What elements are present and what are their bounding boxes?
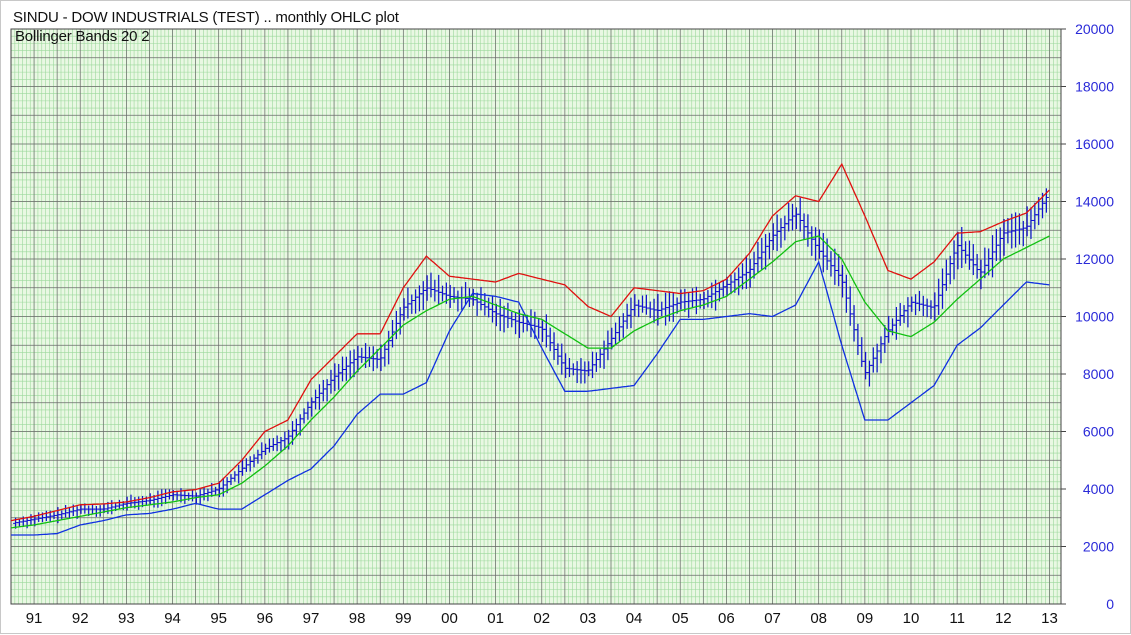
x-tick-label: 10	[903, 610, 920, 627]
x-tick-label: 91	[26, 610, 43, 627]
x-tick-label: 94	[164, 610, 181, 627]
x-tick-label: 95	[210, 610, 227, 627]
x-tick-label: 00	[441, 610, 458, 627]
middle-band-line	[10, 235, 1050, 529]
y-tick-label: 6000	[1083, 424, 1114, 440]
y-tick-label: 18000	[1075, 79, 1114, 95]
x-tick-label: 99	[395, 610, 412, 627]
x-tick-label: 12	[995, 610, 1012, 627]
lower-band-line	[11, 260, 1050, 536]
chart-subtitle: Bollinger Bands 20 2	[15, 28, 150, 45]
x-tick-label: 07	[764, 610, 781, 627]
y-tick-label: 12000	[1075, 251, 1114, 267]
upper-band-line	[10, 162, 1050, 522]
x-tick-label: 92	[72, 610, 89, 627]
y-tick-label: 14000	[1075, 194, 1114, 210]
chart-title: SINDU - DOW INDUSTRIALS (TEST) .. monthl…	[13, 9, 399, 26]
x-tick-label: 11	[949, 610, 965, 627]
x-tick-label: 97	[303, 610, 320, 627]
x-tick-label: 04	[626, 610, 643, 627]
y-tick-label: 4000	[1083, 481, 1114, 497]
x-tick-label: 02	[533, 610, 550, 627]
y-tick-label: 16000	[1075, 136, 1114, 152]
x-tick-label: 93	[118, 610, 135, 627]
x-tick-label: 03	[580, 610, 597, 627]
y-tick-label: 20000	[1075, 21, 1114, 37]
ohlc-bars	[13, 188, 1049, 529]
x-tick-label: 98	[349, 610, 366, 627]
y-tick-label: 8000	[1083, 366, 1114, 382]
x-tick-label: 08	[810, 610, 827, 627]
x-tick-label: 96	[257, 610, 274, 627]
bollinger-bands	[10, 162, 1050, 536]
y-tick-label: 0	[1106, 596, 1114, 612]
x-tick-label: 13	[1041, 610, 1058, 627]
x-tick-label: 01	[487, 610, 504, 627]
x-axis-ticks: 91 92 93 94 95 96 97 98 99 00 01 02 03 04 05 06 07 08 09 10…	[26, 610, 1058, 627]
x-tick-label: 05	[672, 610, 689, 627]
y-axis-ticks: 0 2000 4000 6000 8000 10000 12000 14000 16000 180…	[1061, 21, 1114, 612]
x-tick-label: 09	[857, 610, 874, 627]
x-tick-label: 06	[718, 610, 735, 627]
y-tick-label: 10000	[1075, 309, 1114, 325]
y-tick-label: 2000	[1083, 539, 1114, 555]
